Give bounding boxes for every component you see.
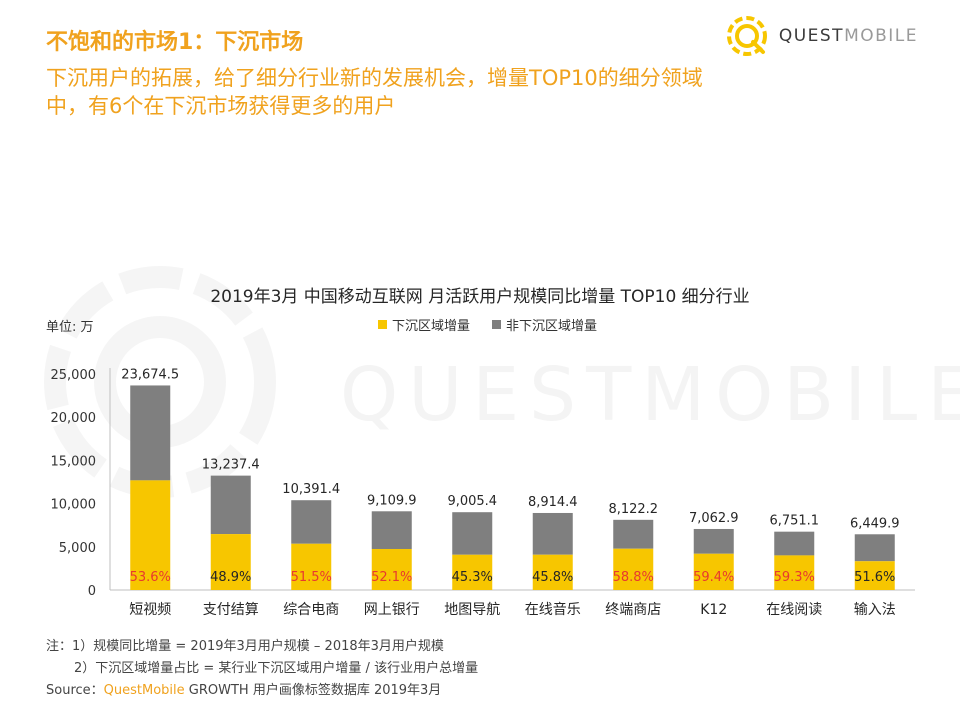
bar-nonsink [774, 531, 815, 556]
bar-total-label: 8,122.2 [608, 502, 658, 517]
x-tick-label: 在线阅读 [766, 601, 822, 618]
bar-sink [130, 480, 171, 590]
bar-sink [532, 554, 573, 590]
footnotes: 注：1）规模同比增量 = 2019年3月用户规模 – 2018年3月用户规模 2… [46, 636, 478, 702]
page-title: 不饱和的市场1：下沉市场 [46, 30, 304, 55]
x-tick-label: 综合电商 [283, 602, 339, 618]
legend-label-sink: 下沉区域增量 [392, 319, 471, 334]
legend-swatch-sink [378, 320, 387, 329]
bar-total-label: 23,674.5 [121, 367, 179, 382]
page-subtitle: 下沉用户的拓展，给了细分行业新的发展机会，增量TOP10的细分领域中，有6个在下… [46, 66, 703, 118]
bar-total-label: 6,751.1 [769, 514, 819, 529]
legend-label-nonsink: 非下沉区域增量 [506, 319, 598, 334]
bar-sink [854, 561, 895, 590]
legend-item-sink: 下沉区域增量 [378, 315, 470, 334]
y-tick-label: 25,000 [51, 368, 97, 383]
bar-sink [371, 548, 412, 590]
x-tick-label: 终端商店 [605, 602, 661, 618]
bar-sink [693, 553, 734, 590]
y-tick-label: 5,000 [59, 541, 96, 556]
bar-share-label: 59.4% [693, 570, 734, 585]
source-brand: QuestMobile [103, 683, 185, 698]
x-tick-label: 网上银行 [364, 602, 420, 618]
y-tick-label: 15,000 [51, 454, 97, 469]
bar-sink [613, 548, 654, 590]
bar-share-label: 51.5% [291, 570, 332, 585]
x-tick-label: 短视频 [129, 602, 171, 618]
bar-share-label: 48.9% [210, 570, 251, 585]
bar-share-label: 45.3% [452, 570, 493, 585]
x-tick-label: K12 [700, 602, 727, 618]
bar-total-label: 8,914.4 [528, 495, 578, 510]
bar-sink [291, 543, 332, 590]
bar-total-label: 9,109.9 [367, 493, 417, 508]
bar-total-label: 10,391.4 [282, 482, 340, 497]
y-tick-label: 0 [88, 584, 96, 599]
bar-nonsink [693, 528, 734, 554]
chart-title: 2019年3月 中国移动互联网 月活跃用户规模同比增量 TOP10 细分行业 [210, 287, 750, 307]
bar-nonsink [291, 500, 332, 544]
footnote-1: 注：1）规模同比增量 = 2019年3月用户规模 – 2018年3月用户规模 [46, 639, 444, 654]
source-line: Source：QuestMobile GROWTH 用户画像标签数据库 2019… [46, 680, 478, 702]
bar-share-label: 58.8% [613, 570, 654, 585]
bar-nonsink [371, 511, 412, 549]
x-tick-label: 支付结算 [203, 602, 259, 618]
bar-share-label: 51.6% [854, 570, 895, 585]
bar-share-label: 59.3% [774, 570, 815, 585]
bar-share-label: 53.6% [130, 570, 171, 585]
bar-nonsink [452, 512, 493, 555]
questmobile-logo: QUESTMOBILE [725, 14, 918, 58]
bar-total-label: 13,237.4 [202, 458, 260, 473]
bar-nonsink [854, 534, 895, 562]
footnote-2: 2）下沉区域增量占比 = 某行业下沉区域用户增量 / 该行业用户总增量 [74, 661, 479, 676]
legend-swatch-nonsink [492, 320, 502, 329]
bar-sink [210, 534, 251, 590]
y-tick-label: 10,000 [51, 498, 97, 513]
x-tick-label: 输入法 [854, 602, 896, 618]
x-tick-label: 在线音乐 [525, 601, 581, 618]
bar-share-label: 52.1% [371, 570, 412, 585]
bar-total-label: 9,005.4 [447, 494, 497, 509]
logo-wordmark: QUESTMOBILE [778, 26, 918, 46]
bar-share-label: 45.8% [532, 570, 573, 585]
bar-nonsink [130, 385, 171, 481]
unit-label: 单位: 万 [46, 320, 94, 335]
bar-nonsink [210, 475, 251, 535]
bar-nonsink [613, 519, 654, 549]
questmobile-logo-icon [726, 16, 767, 56]
source-label: Source： [46, 683, 104, 698]
bar-total-label: 6,449.9 [850, 516, 900, 531]
bar-nonsink [532, 512, 573, 555]
chart-legend: 下沉区域增量 非下沉区域增量 [378, 315, 597, 334]
source-text: GROWTH 用户画像标签数据库 2019年3月 [184, 683, 442, 698]
y-tick-label: 20,000 [51, 411, 97, 426]
legend-item-nonsink: 非下沉区域增量 [492, 315, 597, 334]
x-tick-label: 地图导航 [444, 602, 500, 618]
bar-sink [452, 554, 493, 590]
bar-total-label: 7,062.9 [689, 511, 739, 526]
bar-sink [774, 555, 815, 590]
